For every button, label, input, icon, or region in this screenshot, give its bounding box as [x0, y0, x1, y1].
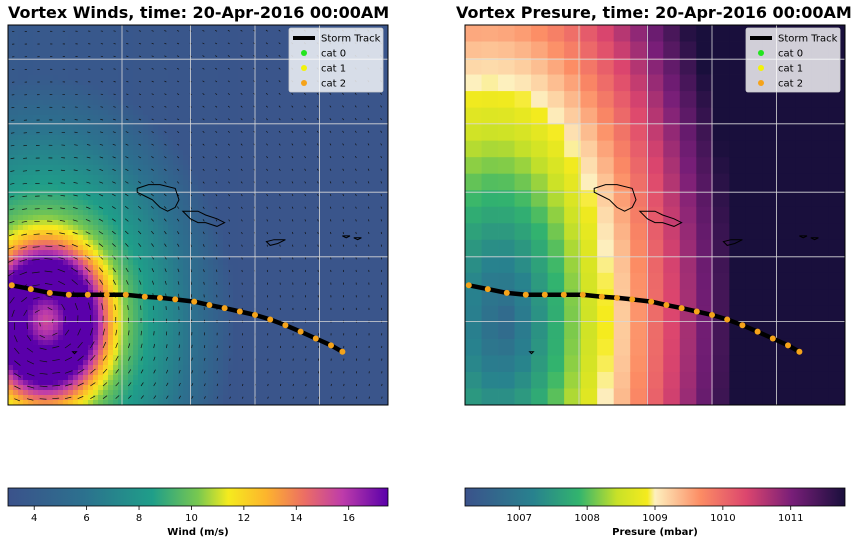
colorbar-tick-label: 16 — [342, 513, 355, 524]
wind-colorbar-label: Wind (m/s) — [167, 527, 229, 538]
storm-track-point — [103, 291, 110, 298]
storm-track-point — [598, 293, 605, 300]
storm-track-point — [614, 294, 620, 301]
storm-track-point — [221, 305, 228, 312]
colorbar-tick-label: 1009 — [642, 513, 667, 524]
pressure-colorbar-label: Presure (mbar) — [612, 527, 698, 538]
pressure-colorbar-bar — [464, 487, 846, 507]
colorbar-tick-label: 6 — [83, 513, 89, 524]
pressure-colorbar: 1007 1008 1009 1010 1011 — [464, 487, 846, 524]
storm-track-point — [739, 322, 746, 329]
legend-entry-label: cat 2 — [778, 79, 803, 90]
colorbar-tick-label: 1011 — [778, 513, 803, 524]
storm-track-point — [84, 291, 91, 298]
storm-track-point — [206, 302, 213, 309]
legend-entry-label: cat 1 — [321, 64, 346, 75]
storm-track-point — [236, 308, 243, 315]
wind-plot: Storm Track cat 0 cat 1 cat 2 — [7, 24, 389, 406]
pressure-chart-title: Vortex Presure, time: 20-Apr-2016 00:00A… — [456, 3, 852, 22]
colorbar-tick-label: 4 — [31, 513, 37, 524]
colorbar-tick-label: 10 — [185, 513, 198, 524]
legend-entry-label: cat 0 — [778, 49, 803, 60]
legend-box — [745, 27, 841, 93]
storm-track-point — [8, 282, 15, 289]
legend-entry-label: Storm Track — [321, 34, 381, 45]
storm-track-point — [796, 348, 803, 355]
legend-entry-label: cat 1 — [778, 64, 803, 75]
colorbar-tick-label: 1007 — [507, 513, 532, 524]
legend-marker-swatch — [301, 50, 307, 56]
pressure-storm-track — [465, 282, 803, 355]
colorbar-tick-label: 12 — [237, 513, 250, 524]
storm-track-point — [503, 289, 510, 296]
legend-entry-label: cat 0 — [321, 49, 346, 60]
pressure-legend: Storm Track cat 0 cat 1 cat 2 — [745, 27, 841, 93]
storm-track-point — [312, 335, 319, 342]
storm-track-point — [724, 316, 731, 323]
storm-track-point — [693, 308, 700, 315]
storm-track-point — [141, 293, 148, 300]
storm-track-point — [678, 305, 685, 312]
legend-marker-swatch — [758, 80, 764, 86]
storm-track-point — [157, 294, 163, 301]
storm-track-point — [579, 291, 586, 298]
wind-colorbar-ticks: 4 6 8 10 12 14 16 — [31, 506, 355, 524]
storm-track-point — [560, 291, 567, 298]
storm-track-point — [339, 348, 346, 355]
legend-entry-label: Storm Track — [778, 34, 838, 45]
pressure-colorbar-ticks: 1007 1008 1009 1010 1011 — [507, 506, 803, 524]
storm-track-point — [709, 311, 715, 318]
storm-track-point — [267, 316, 274, 323]
storm-track-point — [663, 302, 670, 309]
colorbar-tick-label: 1008 — [574, 513, 599, 524]
storm-track-point — [769, 335, 776, 342]
storm-track-point — [65, 291, 72, 298]
storm-track-point — [122, 291, 129, 298]
storm-track-point — [754, 328, 761, 335]
storm-track-point — [282, 322, 289, 329]
legend-marker-swatch — [758, 65, 764, 71]
colorbar-tick-label: 8 — [136, 513, 142, 524]
storm-track-point — [484, 286, 491, 293]
storm-track-point — [191, 298, 198, 305]
storm-track-point — [297, 328, 304, 335]
storm-track-point — [465, 282, 472, 289]
storm-track-point — [785, 342, 791, 349]
wind-legend: Storm Track cat 0 cat 1 cat 2 — [288, 27, 384, 93]
wind-plot-frame — [7, 24, 389, 406]
legend-box — [288, 27, 384, 93]
storm-track-point — [172, 296, 179, 303]
wind-storm-track — [8, 282, 346, 355]
legend-marker-swatch — [301, 80, 307, 86]
legend-entry-label: cat 2 — [321, 79, 346, 90]
pressure-plot: Storm Track cat 0 cat 1 cat 2 — [464, 24, 846, 406]
storm-track-point — [629, 296, 636, 303]
storm-track-point — [252, 311, 258, 318]
storm-track-point — [328, 342, 334, 349]
storm-track-point — [541, 291, 548, 298]
wind-coastlines — [71, 184, 362, 355]
pressure-coastlines — [528, 184, 819, 355]
storm-track-point — [46, 289, 53, 296]
colorbar-tick-label: 14 — [290, 513, 303, 524]
pressure-heatmap — [465, 25, 845, 405]
legend-marker-swatch — [758, 50, 764, 56]
storm-track-point — [27, 286, 34, 293]
storm-track-point — [522, 291, 529, 298]
colorbar-tick-label: 1010 — [710, 513, 735, 524]
legend-marker-swatch — [301, 65, 307, 71]
wind-colorbar: 4 6 8 10 12 14 16 — [7, 487, 389, 524]
pressure-plot-frame — [464, 24, 846, 406]
storm-track-point — [648, 298, 655, 305]
wind-chart-title: Vortex Winds, time: 20-Apr-2016 00:00AM — [8, 3, 390, 22]
wind-colorbar-bar — [7, 487, 389, 507]
